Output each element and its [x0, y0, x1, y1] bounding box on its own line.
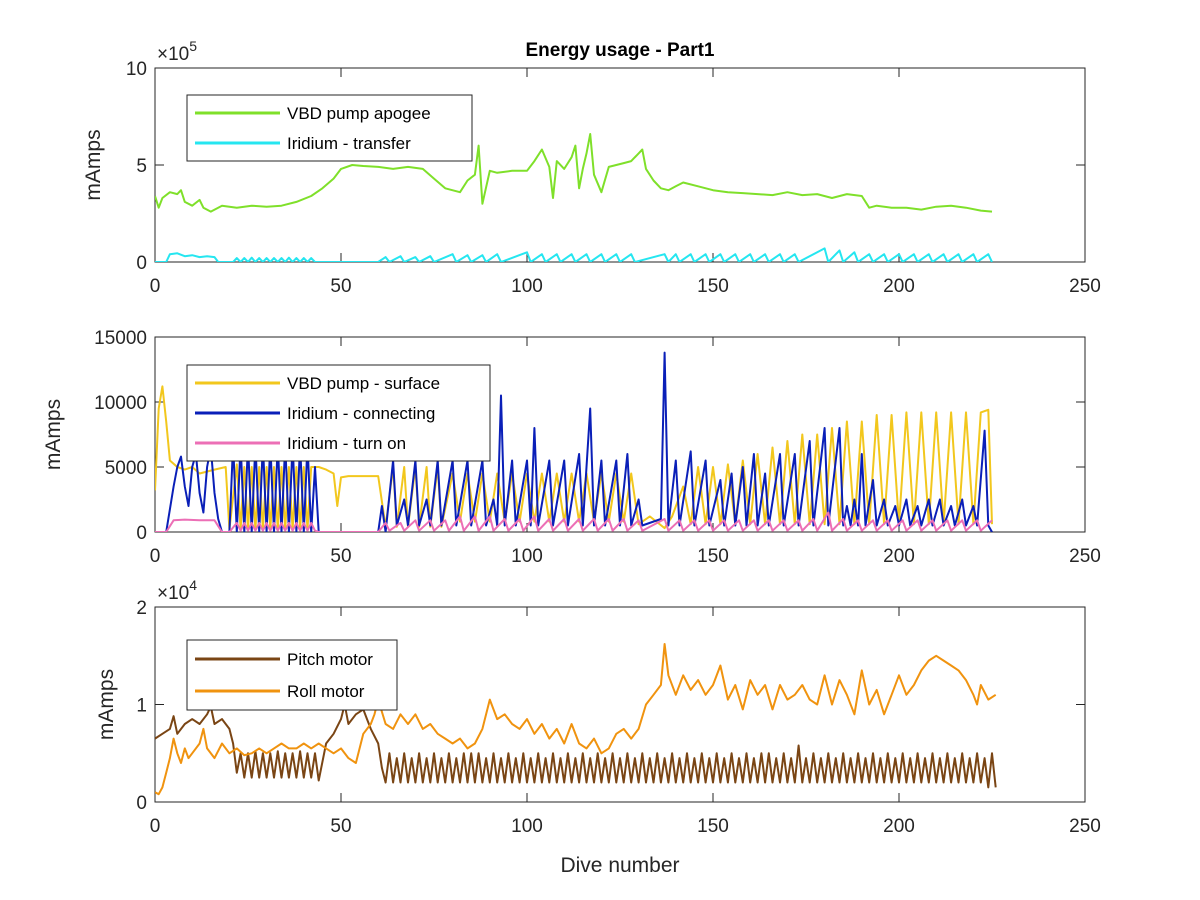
series-line-iridium-connecting — [155, 351, 993, 532]
y-exponent-label: ×104 — [157, 577, 197, 604]
y-tick-label: 1 — [136, 696, 147, 717]
series-line-pitch-motor — [155, 703, 997, 789]
x-tick-label: 150 — [697, 546, 729, 567]
x-tick-label: 200 — [883, 546, 915, 567]
x-tick-label: 100 — [511, 816, 543, 837]
panel-bottom: 0 50 100 150 200 250 0 1 2 ×104 mAmps Pitch motor Ro… — [95, 577, 1101, 837]
legend-box — [186, 94, 473, 162]
x-tick-label: 200 — [883, 816, 915, 837]
series-line-iridium-turn-on — [155, 511, 993, 532]
x-tick-label: 100 — [511, 276, 543, 297]
y-tick-label: 0 — [136, 253, 147, 274]
chart-title: Energy usage - Part1 — [525, 40, 714, 61]
x-tick-label: 50 — [330, 546, 351, 567]
legend-label: Iridium - connecting — [287, 404, 435, 423]
x-tick-label: 150 — [697, 816, 729, 837]
y-tick-label: 15000 — [94, 328, 147, 349]
x-tick-label: 0 — [150, 546, 161, 567]
x-tick-label: 200 — [883, 276, 915, 297]
panel-top: 0 50 100 150 200 250 0 5 10 ×105 mAmps VBD pump apo… — [82, 38, 1101, 297]
legend-label: Pitch motor — [287, 650, 373, 669]
series-line-vbd-apogee — [155, 133, 993, 213]
x-tick-label: 150 — [697, 276, 729, 297]
series-line-iridium-transfer — [155, 247, 993, 262]
x-tick-label: 250 — [1069, 276, 1101, 297]
legend-label: Roll motor — [287, 682, 365, 701]
y-tick-label: 5 — [136, 156, 147, 177]
y-tick-label: 10000 — [94, 393, 147, 414]
x-tick-label: 250 — [1069, 546, 1101, 567]
legend-label: VBD pump - surface — [287, 374, 440, 393]
x-tick-label: 0 — [150, 276, 161, 297]
legend-label: Iridium - transfer — [287, 134, 411, 153]
series-line-roll-motor — [155, 643, 997, 796]
x-tick-label: 250 — [1069, 816, 1101, 837]
x-tick-label: 50 — [330, 276, 351, 297]
y-axis-title: mAmps — [82, 129, 105, 200]
y-tick-label: 0 — [136, 793, 147, 814]
x-axis-title: Dive number — [560, 854, 679, 877]
legend-label: VBD pump apogee — [287, 104, 431, 123]
x-tick-label: 0 — [150, 816, 161, 837]
y-axis-title: mAmps — [95, 669, 118, 740]
y-axis-title: mAmps — [42, 399, 65, 470]
series-group — [155, 351, 993, 532]
series-group — [155, 133, 993, 262]
x-tick-label: 100 — [511, 546, 543, 567]
y-tick-label: 5000 — [105, 458, 147, 479]
y-exponent-label: ×105 — [157, 38, 197, 65]
legend-label: Iridium - turn on — [287, 434, 406, 453]
series-group — [155, 643, 997, 796]
x-tick-label: 50 — [330, 816, 351, 837]
y-tick-label: 10 — [126, 59, 147, 80]
legend-box — [186, 639, 398, 711]
panel-middle: 0 50 100 150 200 250 0 5000 10000 15000 mAmps VBD p… — [42, 328, 1101, 567]
y-tick-label: 0 — [136, 523, 147, 544]
y-tick-label: 2 — [136, 598, 147, 619]
